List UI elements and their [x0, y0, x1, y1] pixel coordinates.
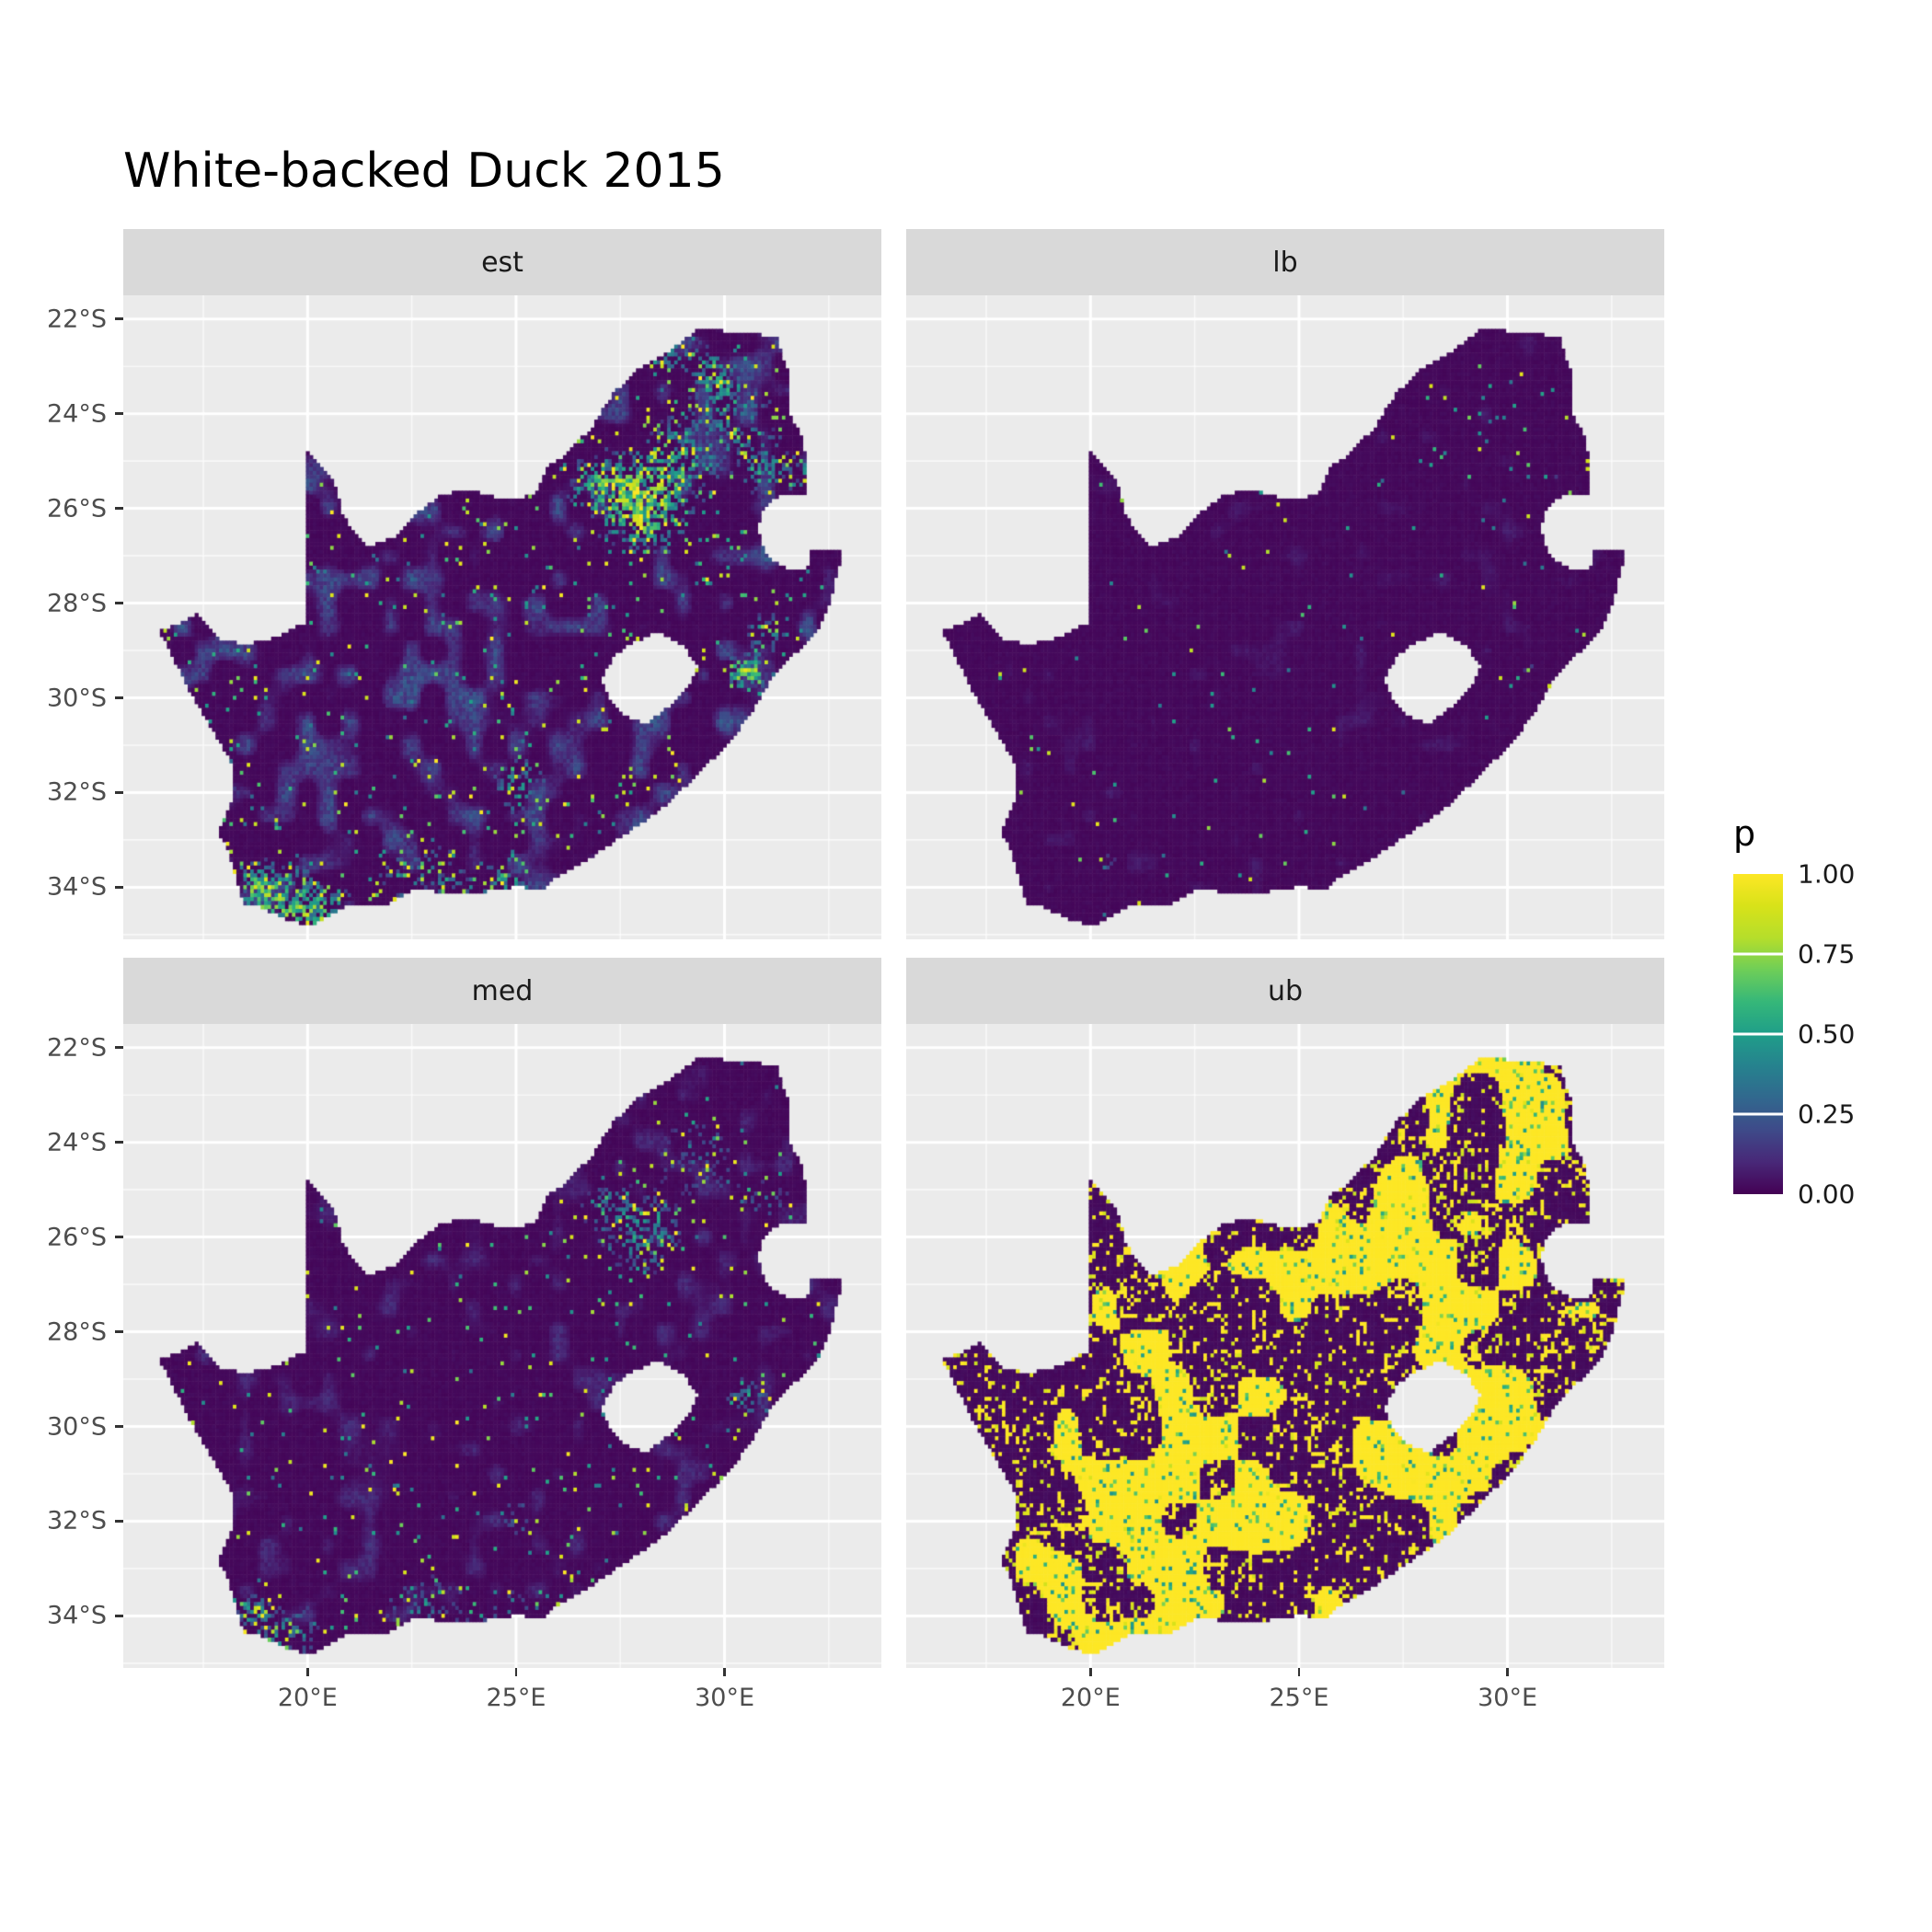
y-axis-tick-mark	[115, 507, 123, 510]
y-axis-tick-mark	[115, 1141, 123, 1144]
x-axis-tick-mark	[1089, 1668, 1092, 1676]
y-axis-tick-label: 34°S	[47, 872, 107, 902]
y-axis-tick-mark	[115, 1520, 123, 1523]
legend-tick-label: 0.50	[1798, 1018, 1856, 1050]
y-axis-tick-mark	[115, 602, 123, 604]
plot-title: White-backed Duck 2015	[123, 144, 725, 199]
y-axis-tick-mark	[115, 412, 123, 415]
y-axis-tick-mark	[115, 886, 123, 889]
y-axis-tick-label: 24°S	[47, 399, 107, 429]
y-axis-tick-label: 22°S	[47, 305, 107, 334]
map-panel-ub	[906, 1024, 1664, 1668]
legend-tick-label: 1.00	[1798, 858, 1856, 890]
legend-tick-mark	[1733, 952, 1783, 956]
map-panel-med	[123, 1024, 881, 1668]
legend-tick-mark	[1733, 1032, 1783, 1036]
x-axis-tick-label: 30°E	[695, 1684, 755, 1712]
x-axis-tick-label: 20°E	[1060, 1684, 1121, 1712]
y-axis-tick-mark	[115, 696, 123, 699]
facet-strip-lb: lb	[906, 229, 1664, 295]
x-axis-tick-mark	[723, 1668, 726, 1676]
y-axis-tick-mark	[115, 1330, 123, 1333]
map-panel-lb	[906, 295, 1664, 939]
y-axis-tick-mark	[115, 1425, 123, 1428]
y-axis-tick-label: 32°S	[47, 777, 107, 807]
x-axis-tick-mark	[1297, 1668, 1301, 1676]
x-axis-tick-mark	[306, 1668, 309, 1676]
facet-strip-ub: ub	[906, 958, 1664, 1024]
x-axis-tick-mark	[1506, 1668, 1509, 1676]
y-axis-tick-label: 34°S	[47, 1601, 107, 1630]
y-axis-tick-label: 26°S	[47, 494, 107, 523]
facet-strip-label: lb	[1272, 246, 1298, 279]
legend-title: p	[1733, 813, 1756, 854]
y-axis-tick-label: 32°S	[47, 1506, 107, 1535]
y-axis-tick-label: 24°S	[47, 1128, 107, 1157]
legend-tick-mark	[1733, 1112, 1783, 1116]
x-axis-tick-label: 25°E	[1269, 1684, 1329, 1712]
facet-strip-label: ub	[1267, 974, 1304, 1007]
y-axis-tick-mark	[115, 1615, 123, 1617]
y-axis-tick-label: 28°S	[47, 589, 107, 618]
y-axis-tick-label: 26°S	[47, 1223, 107, 1252]
y-axis-tick-mark	[115, 1046, 123, 1049]
y-axis-tick-mark	[115, 1236, 123, 1238]
facet-strip-est: est	[123, 229, 881, 295]
y-axis-tick-mark	[115, 317, 123, 320]
x-axis-tick-label: 30°E	[1478, 1684, 1538, 1712]
y-axis-tick-label: 22°S	[47, 1033, 107, 1063]
y-axis-tick-mark	[115, 791, 123, 794]
x-axis-tick-label: 20°E	[277, 1684, 338, 1712]
facet-strip-med: med	[123, 958, 881, 1024]
facet-strip-label: est	[481, 246, 523, 279]
map-panel-est	[123, 295, 881, 939]
x-axis-tick-mark	[514, 1668, 518, 1676]
legend-tick-label: 0.25	[1798, 1098, 1856, 1130]
y-axis-tick-label: 30°S	[47, 684, 107, 712]
y-axis-tick-label: 28°S	[47, 1317, 107, 1347]
legend-tick-label: 0.00	[1798, 1179, 1856, 1210]
facet-strip-label: med	[471, 974, 534, 1007]
legend-tick-label: 0.75	[1798, 938, 1856, 970]
legend-colorbar	[1733, 874, 1783, 1194]
x-axis-tick-label: 25°E	[486, 1684, 546, 1712]
y-axis-tick-label: 30°S	[47, 1412, 107, 1441]
